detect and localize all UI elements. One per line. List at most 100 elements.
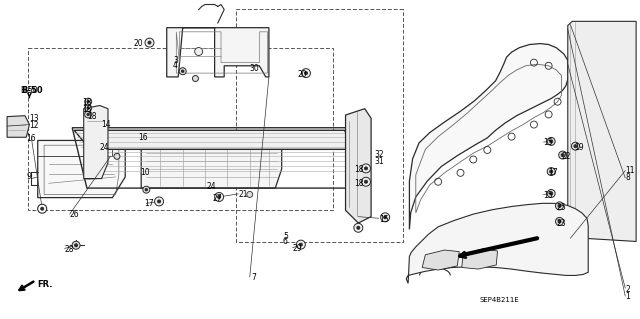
Text: 15: 15 (379, 215, 388, 224)
Circle shape (362, 177, 371, 186)
Circle shape (365, 167, 367, 170)
Circle shape (550, 192, 553, 195)
Text: 18: 18 (87, 112, 97, 122)
Circle shape (547, 167, 555, 175)
Circle shape (84, 105, 92, 112)
Circle shape (383, 216, 387, 219)
Text: 14: 14 (102, 120, 111, 129)
Text: 3: 3 (173, 56, 178, 65)
Polygon shape (84, 106, 108, 179)
Circle shape (179, 68, 186, 75)
Circle shape (38, 204, 47, 213)
Text: 31: 31 (374, 157, 384, 166)
Bar (28, 48, 333, 210)
Text: 22: 22 (561, 152, 571, 161)
Circle shape (556, 202, 563, 210)
Circle shape (143, 186, 150, 193)
Text: 4: 4 (173, 61, 178, 70)
Circle shape (305, 72, 307, 75)
Polygon shape (406, 203, 588, 283)
Circle shape (41, 207, 44, 210)
Text: FR.: FR. (38, 279, 53, 288)
Text: 20: 20 (298, 70, 307, 79)
Circle shape (547, 137, 555, 145)
Text: 8: 8 (625, 174, 630, 182)
Polygon shape (422, 250, 460, 270)
Circle shape (558, 220, 561, 223)
Circle shape (87, 107, 90, 109)
Circle shape (193, 76, 198, 81)
Polygon shape (7, 116, 29, 137)
Text: 18: 18 (83, 98, 92, 107)
Text: 29: 29 (292, 244, 302, 253)
Circle shape (357, 226, 360, 229)
Text: 19: 19 (574, 143, 584, 152)
Polygon shape (74, 130, 358, 149)
Text: 18: 18 (354, 165, 364, 174)
Circle shape (296, 240, 305, 249)
Circle shape (301, 69, 310, 78)
Circle shape (550, 170, 553, 173)
Text: 1: 1 (625, 292, 630, 300)
Circle shape (195, 48, 203, 56)
Text: 5: 5 (283, 232, 288, 241)
Circle shape (574, 145, 577, 148)
Polygon shape (462, 249, 497, 269)
Text: B-50: B-50 (21, 86, 43, 95)
Circle shape (84, 111, 92, 118)
Text: 11: 11 (625, 167, 635, 175)
Circle shape (157, 200, 161, 203)
Text: 24: 24 (206, 182, 216, 191)
Circle shape (547, 189, 555, 197)
Text: 26: 26 (70, 210, 79, 219)
Circle shape (300, 243, 302, 246)
Text: 30: 30 (250, 63, 259, 72)
Text: 25: 25 (556, 203, 566, 211)
Circle shape (558, 204, 561, 207)
Text: 12: 12 (29, 121, 38, 130)
Polygon shape (167, 28, 269, 77)
Text: 2: 2 (625, 285, 630, 293)
Circle shape (87, 113, 90, 115)
Text: 28: 28 (65, 245, 74, 254)
Circle shape (561, 153, 564, 157)
Text: 24: 24 (100, 143, 109, 152)
Text: 15: 15 (543, 190, 553, 200)
Circle shape (354, 223, 363, 232)
Text: 17: 17 (548, 168, 558, 177)
Text: 21: 21 (238, 190, 248, 199)
Text: 18: 18 (354, 180, 364, 189)
Polygon shape (141, 147, 282, 188)
Circle shape (145, 38, 154, 47)
Polygon shape (410, 44, 568, 229)
Circle shape (556, 218, 563, 226)
Bar (236, 9, 403, 242)
Circle shape (214, 192, 223, 202)
Text: 16: 16 (26, 134, 36, 143)
Circle shape (114, 153, 120, 159)
Polygon shape (568, 21, 636, 241)
Text: 17: 17 (145, 199, 154, 208)
Text: 16: 16 (138, 133, 148, 142)
Circle shape (72, 241, 80, 249)
Text: 10: 10 (140, 168, 150, 177)
Circle shape (218, 196, 221, 198)
Circle shape (572, 142, 579, 150)
Text: 32: 32 (374, 150, 384, 159)
Polygon shape (38, 140, 125, 197)
Text: 9: 9 (26, 173, 31, 182)
Text: 7: 7 (251, 273, 256, 282)
Text: 15: 15 (543, 138, 553, 147)
Text: 6: 6 (283, 237, 288, 246)
Circle shape (362, 164, 371, 173)
Text: 13: 13 (29, 114, 38, 123)
Circle shape (247, 191, 253, 197)
Circle shape (182, 70, 184, 72)
Circle shape (559, 151, 566, 159)
Circle shape (381, 213, 390, 222)
Text: 23: 23 (556, 219, 566, 227)
Text: SEP4B211E: SEP4B211E (479, 297, 520, 303)
Text: B-50: B-50 (20, 86, 38, 95)
Text: 27: 27 (212, 194, 222, 203)
Circle shape (87, 100, 90, 103)
